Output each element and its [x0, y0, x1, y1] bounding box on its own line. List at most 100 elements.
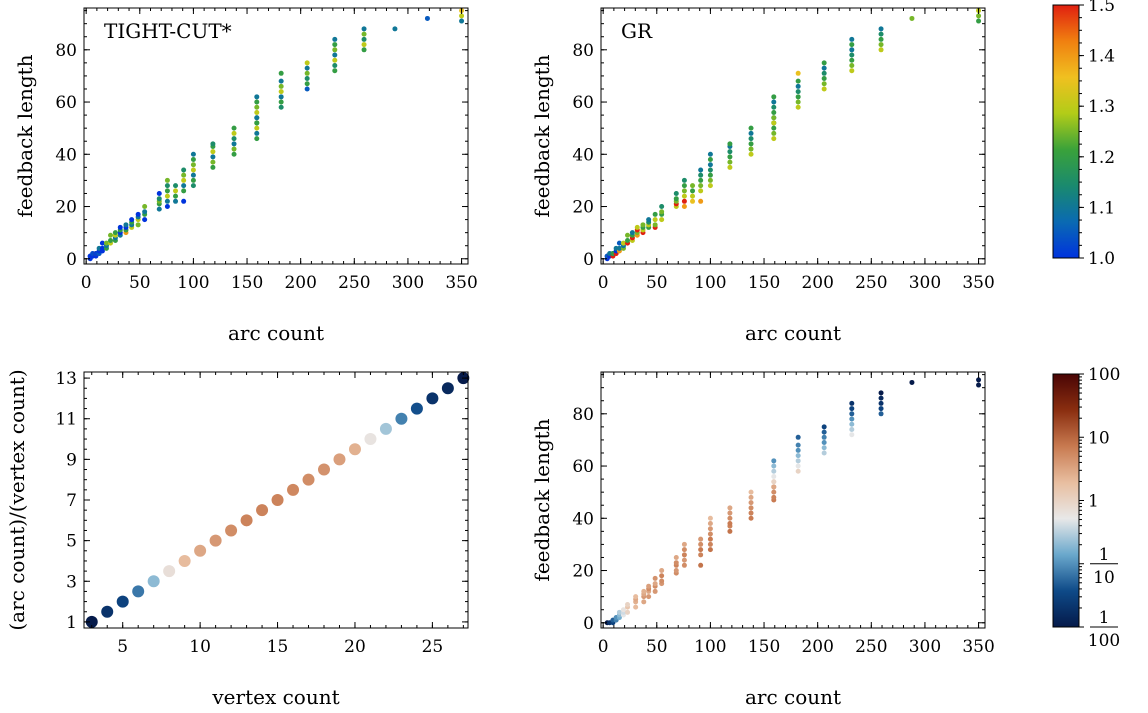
- colorbar-bottom-tick-label: 10: [1088, 428, 1110, 448]
- colorbar-bottom-tick-label: 1: [1088, 492, 1099, 512]
- tightcut-point: [361, 31, 367, 37]
- gr-point: [681, 188, 687, 194]
- logcolor-point: [625, 609, 631, 615]
- gr-point: [681, 177, 687, 183]
- gr-point: [878, 42, 884, 48]
- logcolor-point: [849, 416, 855, 422]
- gr-point: [795, 83, 801, 89]
- gr-point: [771, 99, 777, 105]
- logcolor-point: [681, 541, 687, 547]
- logcolor-xtick-label: 200: [801, 637, 833, 657]
- ratio-ylabel: (arc count)/(vertex count): [5, 369, 29, 630]
- tightcut-point: [332, 68, 338, 74]
- gr-point: [878, 26, 884, 32]
- ratio-point: [426, 392, 439, 405]
- gr-point: [681, 198, 687, 204]
- gr-point: [707, 177, 713, 183]
- gr-xlabel: arc count: [745, 321, 841, 345]
- gr-point: [681, 204, 687, 210]
- gr-point: [707, 183, 713, 189]
- tightcut-point: [231, 136, 237, 142]
- tightcut-point: [190, 172, 196, 178]
- ratio-point: [302, 473, 315, 486]
- gr-point: [849, 68, 855, 74]
- logcolor-point: [673, 560, 679, 566]
- gr-ytick-label: 80: [572, 41, 594, 61]
- logcolor-point: [795, 447, 801, 453]
- tightcut-point: [99, 245, 105, 251]
- colorbar-top-bar: [1052, 4, 1080, 259]
- tightcut-point: [361, 42, 367, 48]
- gr-point: [629, 230, 635, 236]
- tightcut-point: [392, 26, 398, 32]
- logcolor-point: [976, 382, 982, 388]
- colorbar-top-ticks: 1.0 1.1 1.2 1.3 1.4 1.5: [1079, 0, 1115, 269]
- tightcut-point: [164, 183, 170, 189]
- gr-point: [771, 130, 777, 136]
- logcolor-point: [771, 489, 777, 495]
- logcolor-point: [795, 468, 801, 474]
- logcolor-ytick-label: 60: [572, 457, 594, 477]
- gr-point: [771, 120, 777, 126]
- tightcut-point: [173, 193, 179, 199]
- logcolor-point: [652, 581, 658, 587]
- tightcut-point: [304, 65, 310, 71]
- logcolor-xtick-label: 350: [962, 637, 994, 657]
- tightcut-point: [231, 130, 237, 136]
- logcolor-point: [698, 562, 704, 568]
- gr-point: [821, 76, 827, 82]
- ratio-point: [225, 524, 238, 537]
- tightcut-point: [210, 159, 216, 165]
- tightcut-point: [164, 193, 170, 199]
- ratio-point: [287, 483, 300, 496]
- tightcut-point: [156, 190, 162, 196]
- gr-point: [821, 81, 827, 87]
- tightcut-ytick-label: 40: [55, 145, 77, 165]
- tightcut-point: [361, 26, 367, 32]
- tightcut-point: [190, 177, 196, 183]
- tightcut-xtick-label: 300: [392, 273, 424, 293]
- logcolor-point: [748, 515, 754, 521]
- gr-point: [795, 78, 801, 84]
- logcolor-point: [673, 568, 679, 574]
- gr-point: [673, 190, 679, 196]
- logcolor-ytick-label: 0: [583, 614, 594, 634]
- gr-point: [748, 141, 754, 147]
- tightcut-point: [156, 196, 162, 202]
- gr-point: [849, 36, 855, 42]
- gr-point: [616, 245, 622, 251]
- tightcut-ytick-label: 60: [55, 93, 77, 113]
- logcolor-point: [659, 568, 665, 574]
- tightcut-ytick-label: 80: [55, 41, 77, 61]
- ratio-xtick-label: 20: [344, 637, 366, 657]
- gr-point: [976, 13, 982, 19]
- tightcut-point: [164, 177, 170, 183]
- tightcut-point: [361, 36, 367, 42]
- tightcut-point: [112, 230, 118, 236]
- logcolor-point: [707, 515, 713, 521]
- tightcut-point: [278, 70, 284, 76]
- logcolor-point: [652, 588, 658, 594]
- colorbar-top-tick-label: 1.4: [1088, 47, 1115, 67]
- gr-point: [727, 154, 733, 160]
- gr-point: [771, 94, 777, 100]
- gr-point: [878, 31, 884, 37]
- tightcut-point: [304, 70, 310, 76]
- ratio-point: [209, 534, 222, 547]
- gr-points: [604, 8, 982, 262]
- tightcut-point: [181, 188, 187, 194]
- tightcut-point: [164, 198, 170, 204]
- gr-point: [748, 125, 754, 131]
- ratio-point: [441, 382, 454, 395]
- logcolor-points: [604, 377, 982, 626]
- ratio-point: [85, 615, 98, 628]
- gr-point: [795, 94, 801, 100]
- logcolor-point: [748, 505, 754, 511]
- tightcut-point: [123, 222, 129, 228]
- logcolor-xtick-label: 250: [855, 637, 887, 657]
- logcolor-point: [681, 552, 687, 558]
- ratio-point: [178, 554, 191, 567]
- logcolor-xtick-label: 150: [748, 637, 780, 657]
- gr-point: [620, 240, 626, 246]
- ratio-ytick-label: 3: [66, 572, 77, 592]
